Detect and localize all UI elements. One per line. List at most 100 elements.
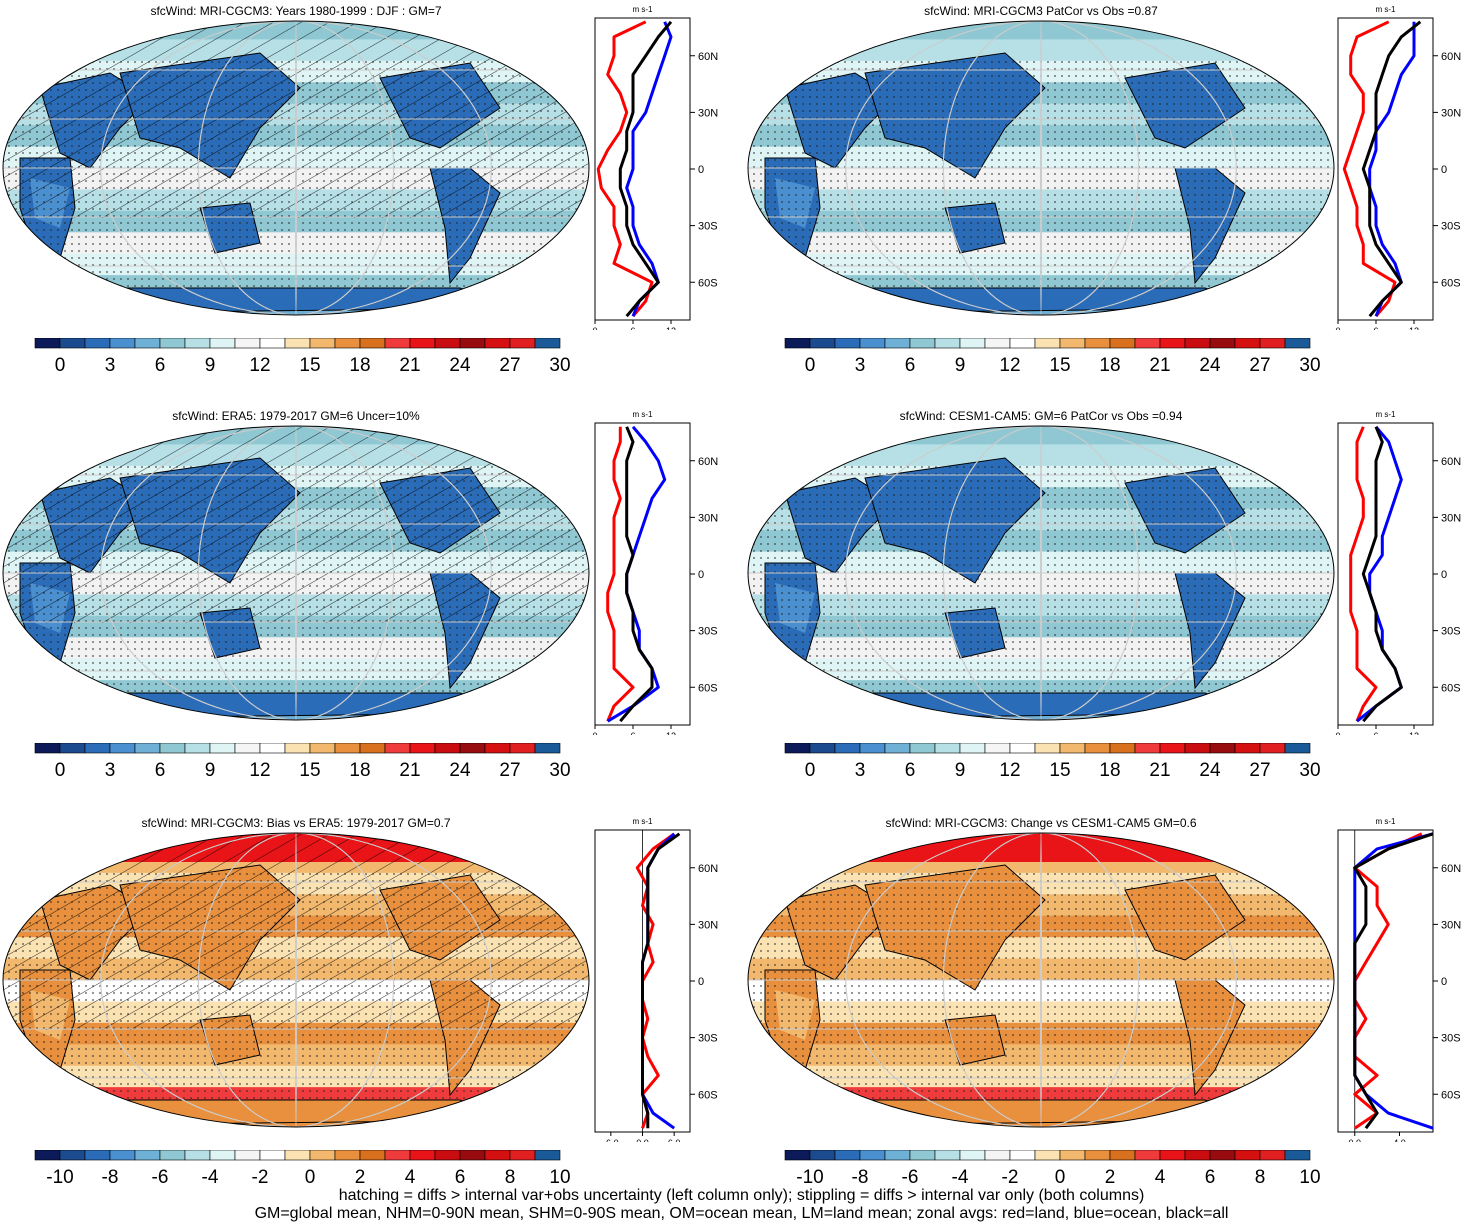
colorbar-box — [84, 338, 111, 349]
map-field — [3, 833, 589, 1127]
colorbar-box — [1259, 743, 1286, 754]
colorbar-tick-label: -4 — [202, 1167, 219, 1188]
colorbar-box — [209, 743, 236, 754]
colorbar-box — [459, 338, 486, 349]
colorbar-box — [434, 338, 461, 349]
colorbar-tick-label: 21 — [1149, 760, 1170, 781]
colorbar-tick-label: 12 — [999, 760, 1020, 781]
colorbar-box — [1084, 1150, 1111, 1161]
colorbar-tick-label: 0 — [305, 1167, 316, 1188]
colorbar-box — [959, 743, 986, 754]
colorbar-tick-label: 0 — [805, 760, 816, 781]
colorbar-tick-label: 3 — [105, 355, 116, 376]
colorbar-box — [59, 338, 86, 349]
lat-tick-label: 30S — [1441, 1033, 1461, 1045]
x-tick-label: 0 — [592, 731, 597, 735]
colorbar-box — [1184, 338, 1211, 349]
colorbar-box — [484, 1150, 511, 1161]
colorbar-box — [884, 338, 911, 349]
colorbar-box — [259, 338, 286, 349]
lat-tick-label: 60N — [698, 863, 718, 875]
graticule-line — [295, 833, 297, 1127]
colorbar-box — [1134, 338, 1161, 349]
colorbar-box — [1009, 1150, 1036, 1161]
colorbar-box — [1109, 743, 1136, 754]
world-map — [747, 425, 1335, 721]
colorbar-box — [934, 743, 961, 754]
colorbar: -10 -8 -6 -4 -2 0 2 4 6 8 10 — [784, 1150, 1321, 1188]
series-line — [1353, 832, 1423, 1130]
graticule-line — [942, 833, 1140, 1127]
colorbar-box — [34, 743, 61, 754]
colorbar-box — [1284, 338, 1311, 349]
colorbar-box — [34, 1150, 61, 1161]
colorbar-tick-label: 12 — [249, 760, 270, 781]
colorbar-tick-label: -8 — [852, 1167, 869, 1188]
lat-tick-label: 60S — [698, 277, 718, 289]
colorbar-box — [309, 338, 336, 349]
colorbar-box — [834, 338, 861, 349]
map-field — [748, 21, 1334, 315]
colorbar-tick-label: -2 — [252, 1167, 269, 1188]
colorbar-box — [1259, 338, 1286, 349]
colorbar-box — [809, 743, 836, 754]
colorbar-box — [159, 1150, 186, 1161]
plot-frame — [1337, 422, 1434, 726]
colorbar-tick-label: -6 — [902, 1167, 919, 1188]
lat-tick-label: 0 — [698, 976, 704, 988]
colorbar-box — [309, 743, 336, 754]
colorbar-tick-label: 6 — [155, 760, 166, 781]
colorbar-box — [359, 338, 386, 349]
colorbar: 0 3 6 9 12 15 18 21 24 27 30 — [34, 338, 571, 376]
panel-title: sfcWind: MRI-CGCM3: Years 1980-1999 : DJ… — [150, 4, 442, 18]
colorbar-tick-label: 6 — [1205, 1167, 1216, 1188]
colorbar-tick-label: 12 — [249, 355, 270, 376]
colorbar-box — [259, 743, 286, 754]
colorbar-box — [1059, 743, 1086, 754]
colorbar-box — [784, 338, 811, 349]
lat-tick-label: 60S — [1441, 1089, 1461, 1101]
x-tick-label: 6 — [1373, 731, 1378, 735]
colorbar-tick-label: 10 — [1299, 1167, 1320, 1188]
colorbar-box — [59, 743, 86, 754]
panel-title: sfcWind: MRI-CGCM3: Bias vs ERA5: 1979-2… — [141, 816, 451, 830]
colorbar-box — [1134, 1150, 1161, 1161]
colorbar-box — [1234, 743, 1261, 754]
map-outline — [2, 832, 590, 1128]
colorbar-box — [1259, 1150, 1286, 1161]
lat-tick-label: 30N — [698, 107, 718, 119]
colorbar-tick-label: 8 — [505, 1167, 516, 1188]
colorbar-box — [384, 1150, 411, 1161]
graticule-line — [100, 21, 492, 315]
series-line — [606, 425, 667, 723]
colorbar-box — [509, 1150, 536, 1161]
colorbar-tick-label: 15 — [299, 760, 320, 781]
colorbar-box — [459, 1150, 486, 1161]
map-field — [748, 426, 1334, 720]
colorbar-tick-label: -4 — [952, 1167, 969, 1188]
footer-line-2: GM=global mean, NHM=0-90N mean, SHM=0-90… — [254, 1205, 1229, 1222]
colorbar-box — [459, 743, 486, 754]
world-map — [2, 832, 590, 1128]
colorbar-box — [1034, 1150, 1061, 1161]
colorbar-box — [509, 338, 536, 349]
lat-tick-label: 30S — [698, 221, 718, 233]
colorbar-tick-label: 30 — [549, 355, 570, 376]
map-outline — [747, 425, 1335, 721]
colorbar-box — [884, 1150, 911, 1161]
colorbar-box — [859, 743, 886, 754]
colorbar-tick-label: 27 — [499, 355, 520, 376]
panel-title: sfcWind: ERA5: 1979-2017 GM=6 Uncer=10% — [172, 409, 420, 423]
colorbar-box — [1009, 743, 1036, 754]
panel-3: sfcWind: ERA5: 1979-2017 GM=6 Uncer=10% … — [0, 405, 740, 785]
colorbar-box — [959, 338, 986, 349]
colorbar-box — [1284, 1150, 1311, 1161]
colorbar-box — [509, 743, 536, 754]
graticule-line — [1040, 833, 1042, 1127]
colorbar-box — [384, 743, 411, 754]
colorbar-tick-label: -2 — [1002, 1167, 1019, 1188]
graticule-line — [1040, 426, 1042, 720]
unit-label: m s-1 — [633, 817, 654, 826]
colorbar-box — [1209, 338, 1236, 349]
colorbar-tick-label: 3 — [855, 760, 866, 781]
